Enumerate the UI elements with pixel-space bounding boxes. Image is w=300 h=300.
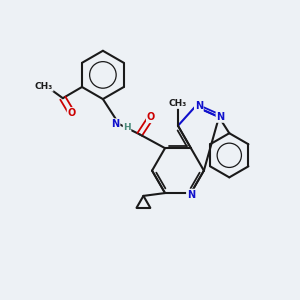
Text: N: N (187, 190, 195, 200)
Text: CH₃: CH₃ (169, 99, 187, 108)
Text: O: O (68, 108, 76, 118)
Text: N: N (112, 119, 120, 129)
Text: O: O (147, 112, 155, 122)
Text: H: H (123, 122, 131, 131)
Text: N: N (195, 101, 203, 112)
Text: CH₃: CH₃ (34, 82, 53, 91)
Text: N: N (216, 112, 224, 122)
